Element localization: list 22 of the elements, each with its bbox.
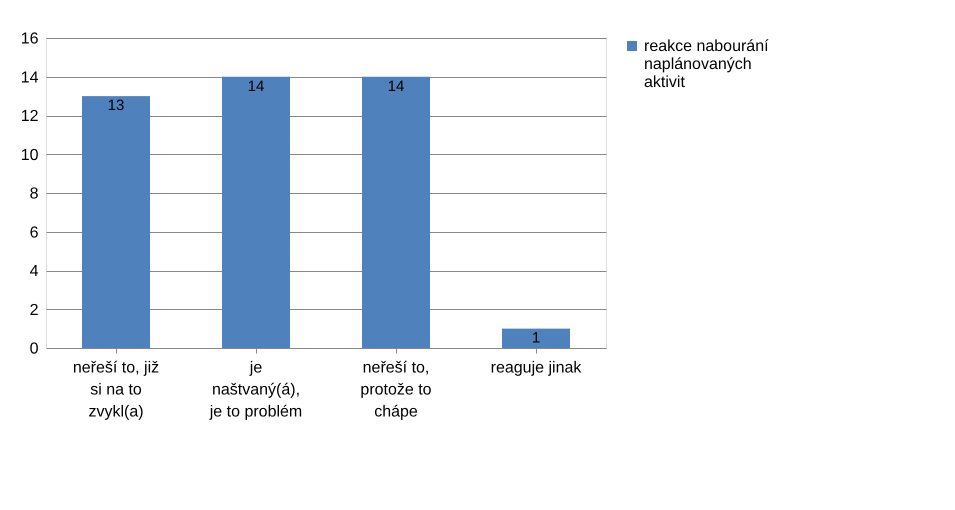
y-tick-label: 14 xyxy=(20,69,39,86)
bar xyxy=(362,76,430,348)
y-tick-label: 0 xyxy=(30,340,39,358)
y-tick-label: 4 xyxy=(30,263,39,280)
y-tick-label: 2 xyxy=(30,302,39,319)
data-label: 14 xyxy=(248,78,264,95)
x-tick-label: je naštvaný(á), je to problém xyxy=(208,360,302,420)
y-tick-label: 8 xyxy=(30,186,39,202)
bar xyxy=(222,76,290,348)
y-tick-label: 6 xyxy=(30,224,39,242)
y-tick-label: 16 xyxy=(20,30,39,48)
legend-label: reakce nabourání naplánovaných aktivit xyxy=(644,38,770,91)
data-label: 13 xyxy=(108,97,124,114)
bar xyxy=(82,96,150,348)
y-tick-label: 12 xyxy=(20,108,39,125)
x-tick-label: reaguje jinak xyxy=(490,360,582,376)
data-label: 1 xyxy=(532,330,540,347)
x-tick-label: neřeší to, již si na to zvykl(a) xyxy=(72,360,160,420)
data-label: 14 xyxy=(388,78,404,95)
y-tick-label: 10 xyxy=(20,146,39,164)
x-tick-label: neřeší to, protože to chápe xyxy=(360,360,432,420)
bar xyxy=(502,328,570,348)
